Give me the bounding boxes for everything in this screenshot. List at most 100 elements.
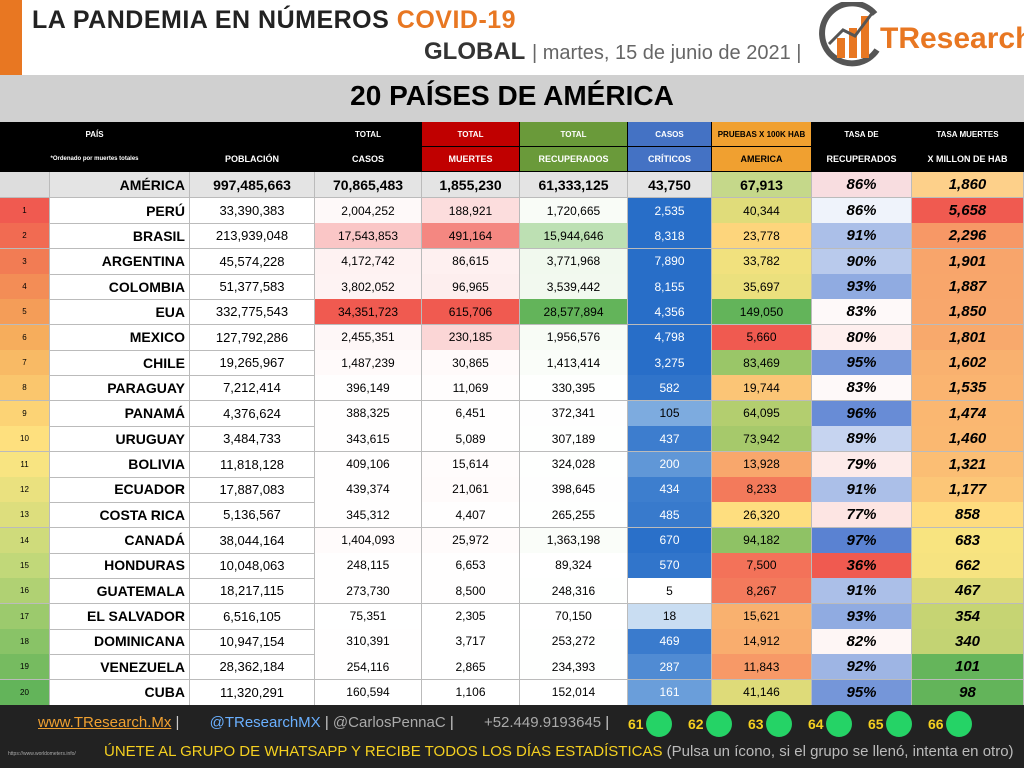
value-cell: 5 (628, 578, 712, 605)
value-cell: 491,164 (422, 223, 520, 250)
total-cell: 43,750 (628, 172, 712, 198)
total-cell: 997,485,663 (190, 172, 315, 198)
value-cell: 11,843 (712, 654, 812, 681)
value-cell: 89% (812, 426, 912, 453)
total-cell: 86% (812, 172, 912, 198)
value-cell: 83,469 (712, 350, 812, 377)
value-cell: 79% (812, 451, 912, 478)
section-title: 20 PAÍSES DE AMÉRICA (350, 80, 674, 111)
value-cell: 2,296 (912, 223, 1024, 250)
value-cell: 5,660 (712, 324, 812, 351)
value-cell: 345,312 (315, 502, 422, 529)
value-cell: 35,697 (712, 274, 812, 301)
value-cell: 25,972 (422, 527, 520, 554)
value-cell: 6,516,105 (190, 603, 315, 630)
cta-note: (Pulsa un ícono, si el grupo se llenó, i… (666, 743, 1014, 760)
value-cell: 230,185 (422, 324, 520, 351)
date: | martes, 15 de junio de 2021 | (532, 42, 802, 64)
value-cell: 30,865 (422, 350, 520, 377)
value-cell: 2,004,252 (315, 198, 422, 224)
value-cell: 94,182 (712, 527, 812, 554)
value-cell: 8,155 (628, 274, 712, 301)
value-cell: 1,535 (912, 375, 1024, 402)
value-cell: 2,305 (422, 603, 520, 630)
value-cell: 188,921 (422, 198, 520, 224)
rank-cell: 18 (0, 628, 50, 655)
value-cell: 91% (812, 476, 912, 503)
header-cell (190, 122, 315, 147)
value-cell: 101 (912, 654, 1024, 681)
value-cell: 77% (812, 502, 912, 529)
value-cell: 15,621 (712, 603, 812, 630)
value-cell: 437 (628, 426, 712, 453)
value-cell: 2,535 (628, 198, 712, 224)
whatsapp-icon[interactable] (886, 711, 912, 737)
header-cell: TOTAL (422, 122, 520, 147)
value-cell: 51,377,583 (190, 274, 315, 301)
rank-cell: 13 (0, 502, 50, 529)
total-cell: AMÉRICA (50, 172, 190, 198)
header-cell: AMERICA (712, 147, 812, 172)
twitter2[interactable]: @CarlosPennaC (332, 714, 446, 731)
country-cell: COSTA RICA (50, 502, 190, 529)
value-cell: 570 (628, 552, 712, 579)
rank-cell: 9 (0, 400, 50, 427)
rank-cell: 6 (0, 324, 50, 351)
orange-bar (0, 0, 22, 75)
value-cell: 332,775,543 (190, 299, 315, 326)
value-cell: 200 (628, 451, 712, 478)
value-cell: 1,956,576 (520, 324, 628, 351)
value-cell: 469 (628, 628, 712, 655)
value-cell: 330,395 (520, 375, 628, 402)
value-cell: 4,172,742 (315, 248, 422, 275)
value-cell: 96% (812, 400, 912, 427)
value-cell: 265,255 (520, 502, 628, 529)
value-cell: 23,778 (712, 223, 812, 250)
phone[interactable]: +52.449.9193645 (483, 714, 602, 731)
header-cell: POBLACIÓN (190, 147, 315, 172)
value-cell: 409,106 (315, 451, 422, 478)
country-cell: EUA (50, 299, 190, 326)
value-cell: 287 (628, 654, 712, 681)
whatsapp-icon[interactable] (706, 711, 732, 737)
value-cell: 1,363,198 (520, 527, 628, 554)
whatsapp-icon[interactable] (766, 711, 792, 737)
website[interactable]: www.TResearch.Mx (38, 714, 172, 731)
group-number: 64 (808, 716, 824, 732)
value-cell: 33,782 (712, 248, 812, 275)
value-cell: 1,404,093 (315, 527, 422, 554)
value-cell: 213,939,048 (190, 223, 315, 250)
header-cell: CRÍTICOS (628, 147, 712, 172)
twitter[interactable]: @TResearchMX (209, 714, 321, 731)
value-cell: 152,014 (520, 679, 628, 706)
section-band (0, 75, 1024, 122)
value-cell: 3,802,052 (315, 274, 422, 301)
value-cell: 343,615 (315, 426, 422, 453)
rank-cell: 8 (0, 375, 50, 402)
value-cell: 248,316 (520, 578, 628, 605)
value-cell: 1,177 (912, 476, 1024, 503)
rank-cell: 12 (0, 476, 50, 503)
value-cell: 34,351,723 (315, 299, 422, 326)
value-cell: 8,267 (712, 578, 812, 605)
header-cell: MUERTES (422, 147, 520, 172)
value-cell: 28,362,184 (190, 654, 315, 681)
subtitle-line: GLOBAL | martes, 15 de junio de 2021 | (424, 38, 801, 66)
rank-cell: 2 (0, 223, 50, 250)
footer (0, 705, 1024, 768)
value-cell: 45,574,228 (190, 248, 315, 275)
value-cell: 105 (628, 400, 712, 427)
whatsapp-icon[interactable] (946, 711, 972, 737)
value-cell: 307,189 (520, 426, 628, 453)
whatsapp-icon[interactable] (646, 711, 672, 737)
whatsapp-icon[interactable] (826, 711, 852, 737)
group-number: 65 (868, 716, 884, 732)
value-cell: 7,212,414 (190, 375, 315, 402)
value-cell: 6,451 (422, 400, 520, 427)
title-highlight: COVID-19 (396, 6, 517, 34)
value-cell: 26,320 (712, 502, 812, 529)
rank-cell: 4 (0, 274, 50, 301)
value-cell: 86,615 (422, 248, 520, 275)
value-cell: 7,890 (628, 248, 712, 275)
